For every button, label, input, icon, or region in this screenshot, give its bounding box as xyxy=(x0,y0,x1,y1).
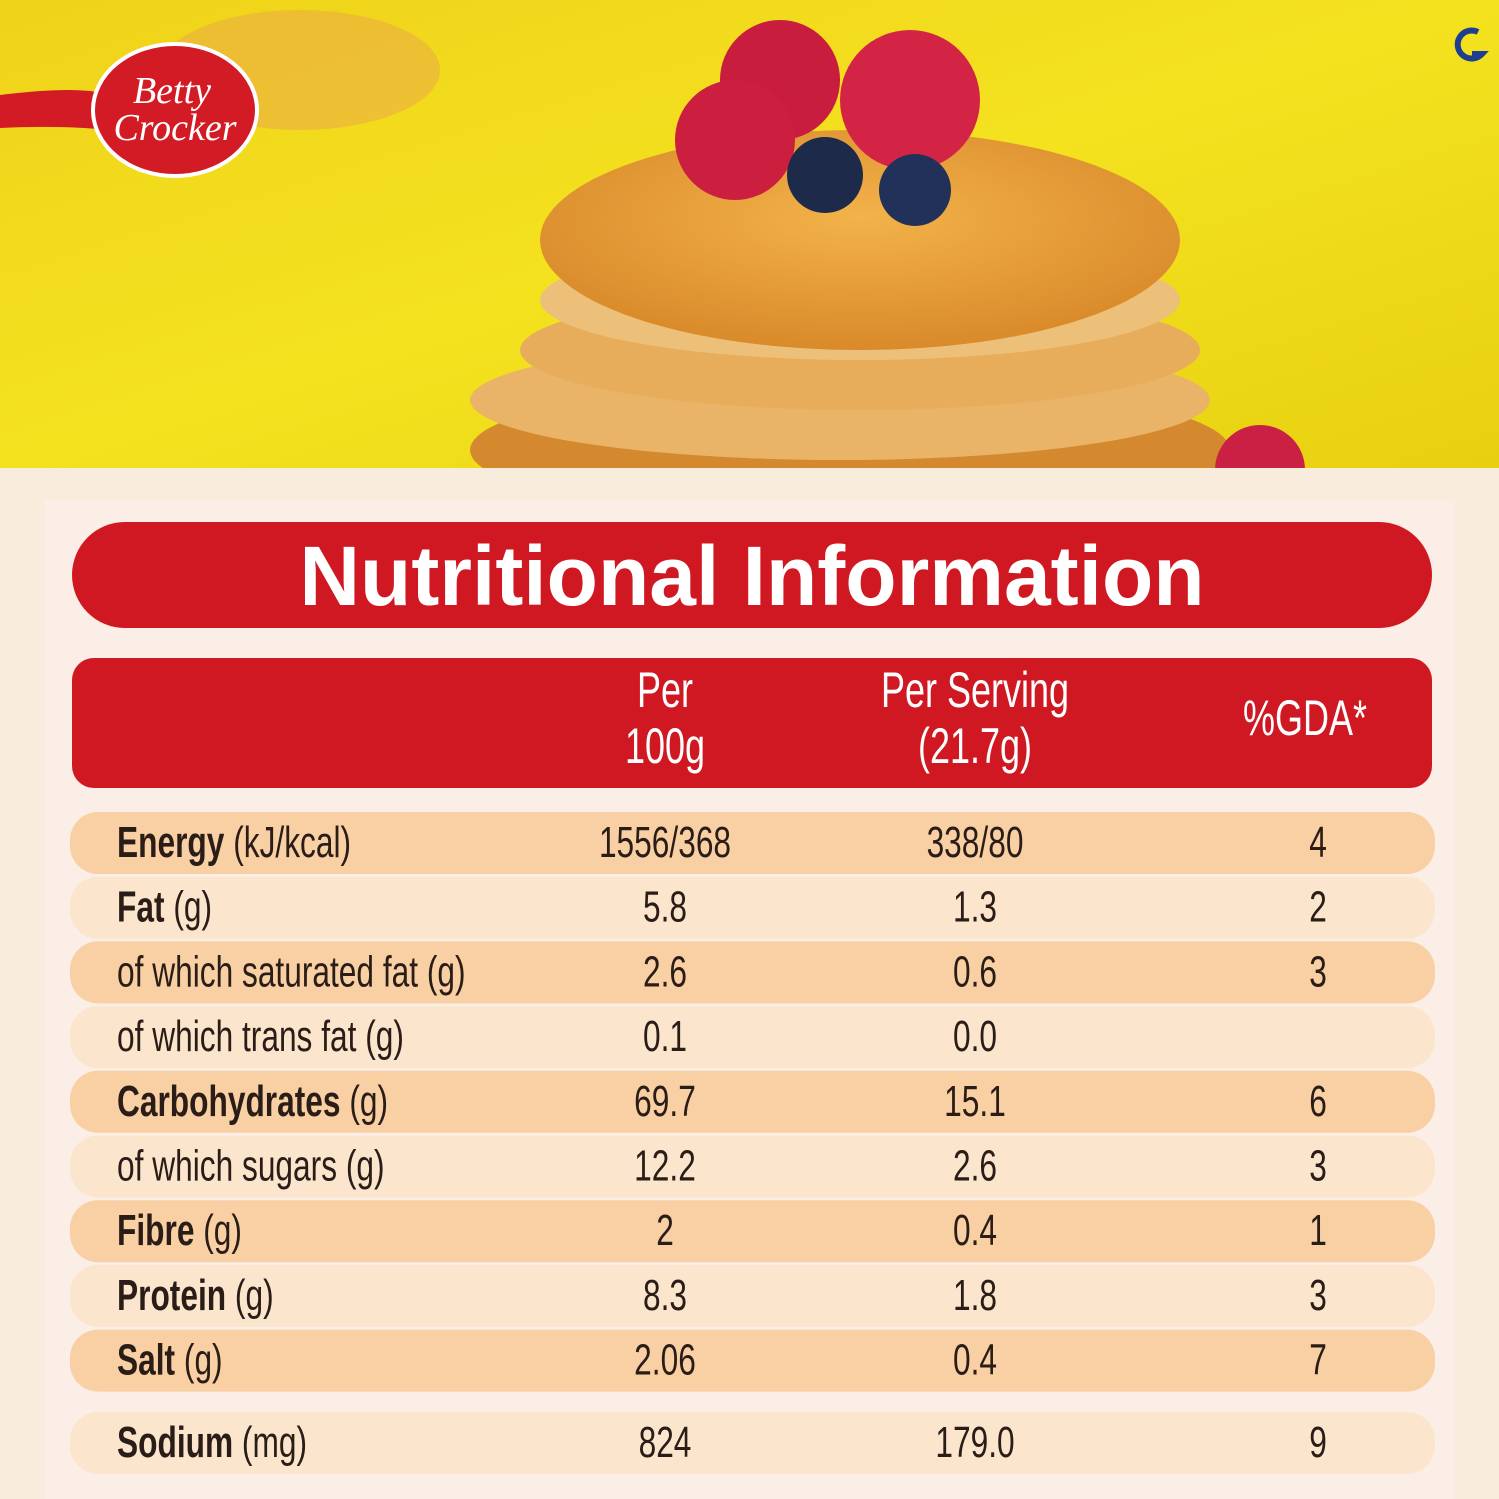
row-label: Fat (g) xyxy=(117,883,212,932)
rows: Energy (kJ/kcal) 1556/368 338/80 4 Fat (g) 5.… xyxy=(70,812,1435,1474)
corporate-icon xyxy=(1454,27,1489,62)
brand-logo: Betty Crocker xyxy=(0,42,259,178)
row-label: of which trans fat (g) xyxy=(117,1012,404,1061)
nutrient-unit: (mg) xyxy=(242,1418,307,1467)
header-label: 100g xyxy=(625,719,705,774)
per-serving: 2.6 xyxy=(953,1141,997,1190)
nutrient-unit: (g) xyxy=(427,947,466,996)
per-serving: 15.1 xyxy=(944,1077,1006,1126)
row-label: Energy (kJ/kcal) xyxy=(117,818,351,867)
header-bar xyxy=(72,658,1432,788)
gda: 7 xyxy=(1309,1336,1327,1385)
per-100g: 5.8 xyxy=(643,883,687,932)
gda: 6 xyxy=(1309,1077,1327,1126)
nutrient-unit: (g) xyxy=(349,1077,388,1126)
row-label: Salt (g) xyxy=(117,1336,223,1385)
nutrient-name: of which trans fat xyxy=(117,1012,357,1061)
row-label: of which saturated fat (g) xyxy=(117,947,466,996)
row-background xyxy=(70,1412,1435,1474)
per-serving: 1.3 xyxy=(953,883,997,932)
nutrient-unit: (g) xyxy=(184,1336,223,1385)
title-bar xyxy=(72,522,1432,628)
row-background xyxy=(70,941,1435,1004)
nutrient-unit: (g) xyxy=(365,1012,404,1061)
per-100g: 824 xyxy=(639,1418,692,1467)
nutrient-name: Protein xyxy=(117,1271,226,1320)
nutrient-name: Fat xyxy=(117,883,165,932)
row-label: Fibre (g) xyxy=(117,1206,242,1255)
row-background xyxy=(70,876,1435,939)
brand-text: Betty xyxy=(133,70,211,112)
brand-text: Crocker xyxy=(113,107,236,149)
row-label: Sodium (mg) xyxy=(117,1418,307,1467)
gda: 3 xyxy=(1309,1271,1327,1320)
per-serving: 0.6 xyxy=(953,947,997,996)
nutrient-unit: (kJ/kcal) xyxy=(233,818,351,867)
gda: 3 xyxy=(1309,947,1327,996)
gda: 2 xyxy=(1309,883,1327,932)
per-100g: 2.06 xyxy=(634,1336,696,1385)
row-background xyxy=(70,1135,1435,1198)
nutrient-name: of which saturated fat xyxy=(117,947,418,996)
nutrient-name: Energy xyxy=(117,818,225,867)
header-label: Per xyxy=(637,663,693,718)
per-100g: 12.2 xyxy=(634,1141,696,1190)
per-100g: 2.6 xyxy=(643,947,687,996)
nutrient-unit: (g) xyxy=(173,883,212,932)
gda: 1 xyxy=(1309,1206,1327,1255)
nutrient-name: Salt xyxy=(117,1336,175,1385)
per-serving: 179.0 xyxy=(935,1418,1014,1467)
row-background xyxy=(70,1200,1435,1263)
nutrient-name: of which sugars xyxy=(117,1141,337,1190)
row-label: Protein (g) xyxy=(117,1271,274,1320)
per-serving: 1.8 xyxy=(953,1271,997,1320)
row-background xyxy=(70,812,1435,874)
per-100g: 2 xyxy=(656,1206,674,1255)
header-label: %GDA* xyxy=(1243,691,1367,746)
per-serving: 0.4 xyxy=(953,1206,997,1255)
nutrient-name: Sodium xyxy=(117,1418,233,1467)
gda: 9 xyxy=(1309,1418,1327,1467)
header-label: (21.7g) xyxy=(918,719,1032,774)
title: Nutritional Information xyxy=(299,529,1204,623)
row-background xyxy=(70,1264,1435,1327)
header-label: Per Serving xyxy=(881,663,1069,718)
nutrient-unit: (g) xyxy=(203,1206,242,1255)
row-label: of which sugars (g) xyxy=(117,1141,385,1190)
gda: 3 xyxy=(1309,1141,1327,1190)
per-serving: 0.0 xyxy=(953,1012,997,1061)
nutrient-unit: (g) xyxy=(235,1271,274,1320)
nutrient-name: Fibre xyxy=(117,1206,194,1255)
gda: 4 xyxy=(1309,818,1327,867)
per-100g: 69.7 xyxy=(634,1077,696,1126)
row-background xyxy=(70,1070,1435,1133)
per-100g: 0.1 xyxy=(643,1012,687,1061)
berries xyxy=(675,20,980,226)
per-serving: 0.4 xyxy=(953,1336,997,1385)
nutrient-name: Carbohydrates xyxy=(117,1077,341,1126)
row-background xyxy=(70,1006,1435,1069)
per-100g: 1556/368 xyxy=(599,818,731,867)
row-label: Carbohydrates (g) xyxy=(117,1077,388,1126)
per-100g: 8.3 xyxy=(643,1271,687,1320)
nutrient-unit: (g) xyxy=(346,1141,385,1190)
row-background xyxy=(70,1329,1435,1392)
per-serving: 338/80 xyxy=(927,818,1024,867)
